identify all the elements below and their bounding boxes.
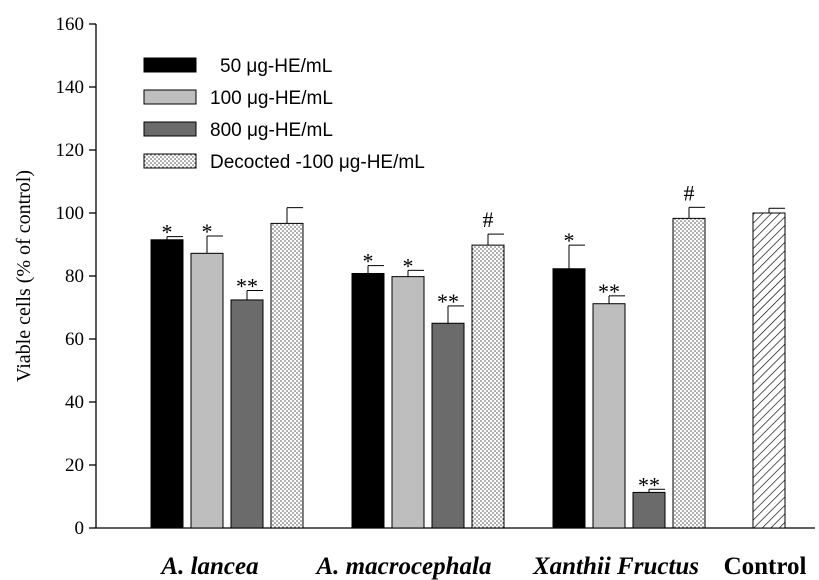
y-tick-label: 20 xyxy=(65,455,84,476)
legend-label-s100: 100 μg-HE/mL xyxy=(210,88,333,109)
y-tick-label: 160 xyxy=(56,14,85,35)
legend-swatch-s800 xyxy=(143,121,197,137)
bar-s50 xyxy=(150,239,184,529)
significance-label: * xyxy=(202,219,213,244)
legend-label-sdec: Decocted -100 μg-HE/mL xyxy=(210,152,425,173)
bar-s100 xyxy=(592,303,626,529)
bar-s800 xyxy=(431,322,465,529)
bar-sdec xyxy=(471,244,505,529)
significance-label: # xyxy=(483,207,494,232)
bar-sdec xyxy=(672,217,706,529)
significance-label: * xyxy=(564,228,575,253)
x-category-label: A. macrocephala xyxy=(315,553,492,580)
y-tick-label: 40 xyxy=(65,392,84,413)
bar-s50 xyxy=(351,272,385,529)
bar-sctrl xyxy=(752,212,786,529)
significance-label: * xyxy=(403,253,414,278)
significance-label: ** xyxy=(638,472,660,497)
legend-swatch-sdec xyxy=(143,153,197,169)
bar-s100 xyxy=(391,276,425,529)
bar-s800 xyxy=(632,491,666,529)
y-tick-label: 140 xyxy=(56,77,85,98)
bar-sdec xyxy=(270,222,304,529)
legend: 50 μg-HE/mL 100 μg-HE/mL 800 μg-HE/mL Decoc… xyxy=(143,56,425,173)
significance-label: ** xyxy=(598,279,620,304)
significance-label: ** xyxy=(437,289,459,314)
y-tick-label: 100 xyxy=(56,203,85,224)
x-category-label: Control xyxy=(724,553,807,580)
y-axis-title: Viable cells (% of control) xyxy=(13,170,35,382)
legend-swatch-s50 xyxy=(143,57,197,73)
bar-s100 xyxy=(190,252,224,529)
legend-swatch-s100 xyxy=(143,89,197,105)
significance-label: # xyxy=(684,180,695,205)
legend-label-s800: 800 μg-HE/mL xyxy=(210,120,333,141)
legend-label-s50: 50 μg-HE/mL xyxy=(220,56,332,77)
significance-label: ** xyxy=(236,273,258,298)
x-category-label: A. lancea xyxy=(159,553,258,580)
y-tick-label: 80 xyxy=(65,266,84,287)
y-tick-label: 0 xyxy=(75,518,85,539)
y-tick-label: 120 xyxy=(56,140,85,161)
x-category-label: Xanthii Fructus xyxy=(532,553,699,580)
bar-s50 xyxy=(552,268,586,529)
significance-label: * xyxy=(363,249,374,274)
bar-s800 xyxy=(230,299,264,529)
significance-label: * xyxy=(162,220,173,245)
y-tick-label: 60 xyxy=(65,329,84,350)
